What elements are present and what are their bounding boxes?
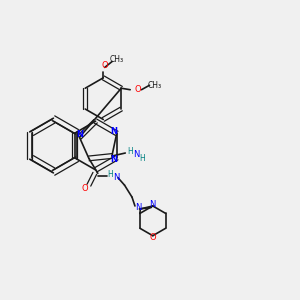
Text: N: N [110,128,117,136]
Text: N: N [133,150,140,159]
Text: O: O [134,85,141,94]
Text: N: N [135,203,142,212]
Text: O: O [101,61,108,70]
Text: N: N [110,155,117,164]
Text: O: O [81,184,88,193]
Text: O: O [149,233,156,242]
Text: H: H [107,170,113,179]
Text: N: N [76,130,83,140]
Text: H: H [139,154,145,163]
Text: N: N [113,172,119,182]
Text: N: N [150,200,156,209]
Text: CH₃: CH₃ [110,55,124,64]
Text: H: H [127,147,133,156]
Text: CH₃: CH₃ [148,81,162,90]
